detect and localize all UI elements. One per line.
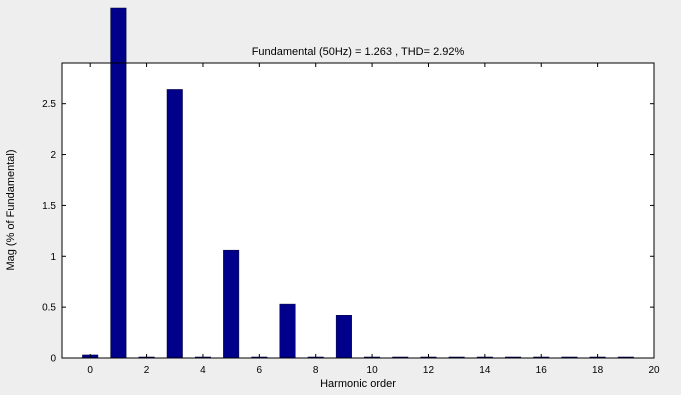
x-axis-ticks: 0 2 4 6 8 10 12 14 16 18 20 — [87, 63, 660, 376]
y-tick-label: 2 — [50, 150, 56, 161]
plot-area — [62, 63, 654, 358]
bar-harmonic-7 — [279, 303, 296, 359]
chart-title: Fundamental (50Hz) = 1.263 , THD= 2.92% — [252, 46, 465, 58]
plot-frame — [61, 62, 655, 359]
x-axis-label: Harmonic order — [320, 378, 396, 390]
x-tick-label: 6 — [257, 365, 263, 376]
bars-group — [82, 7, 634, 359]
x-tick-label: 0 — [87, 365, 93, 376]
bar-harmonic-1 — [110, 7, 127, 359]
x-tick-label: 16 — [536, 365, 548, 376]
y-axis-ticks: 0 0.5 1 1.5 2 2.5 — [42, 99, 654, 365]
x-tick-label: 4 — [200, 365, 206, 376]
x-tick-label: 18 — [592, 365, 604, 376]
bar-harmonic-5 — [223, 249, 240, 359]
y-axis-label: Mag (% of Fundamental) — [5, 149, 17, 270]
x-tick-label: 2 — [144, 365, 150, 376]
bar-harmonic-9 — [335, 315, 352, 359]
x-tick-label: 20 — [648, 365, 660, 376]
x-tick-label: 10 — [367, 365, 379, 376]
y-tick-label: 1 — [50, 252, 56, 263]
bar-harmonic-3 — [166, 89, 183, 359]
x-tick-label: 14 — [479, 365, 491, 376]
y-tick-label: 0.5 — [42, 303, 56, 314]
x-tick-label: 12 — [423, 365, 435, 376]
y-tick-label: 2.5 — [42, 99, 56, 110]
y-tick-label: 0 — [50, 354, 56, 365]
y-tick-label: 1.5 — [42, 201, 56, 212]
x-tick-label: 8 — [313, 365, 319, 376]
